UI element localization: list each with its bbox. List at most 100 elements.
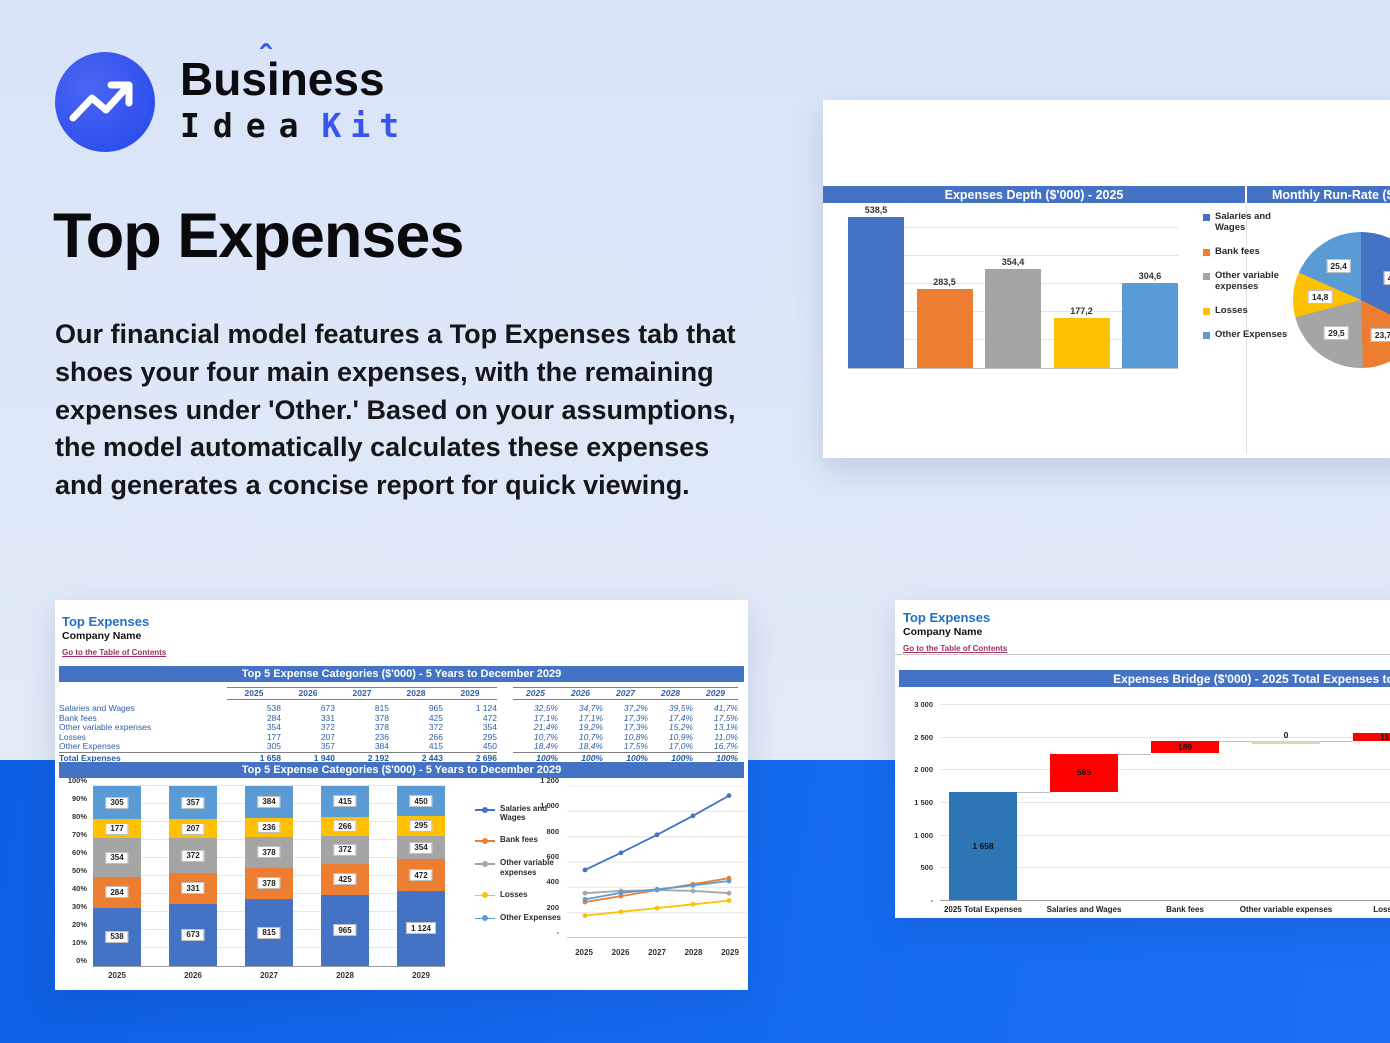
pie-slice-label: 25,4 [1326, 258, 1351, 273]
legend-marker [475, 914, 495, 923]
stacked-chart-x-axis: 2025 2026 2027 2028 2029 [93, 971, 445, 980]
connector-line [1320, 741, 1353, 743]
stacked-column: 1 124 472 354 295 450 [397, 786, 445, 966]
stacked-segment: 357 [169, 785, 217, 820]
segment-value-label: 384 [257, 795, 281, 808]
legend-item: Other Expenses [1203, 329, 1333, 341]
x-axis-label: 2027 [648, 948, 666, 957]
line-chart [567, 786, 747, 938]
pie-slice-label: 44,8 [1383, 271, 1390, 286]
bar-value-label: 177,2 [1070, 306, 1093, 317]
cell-value: 177 [266, 731, 281, 742]
y-tick-label: 500 [920, 863, 933, 873]
page-description: Our financial model features a Top Expen… [55, 319, 736, 501]
expenses-depth-bar-chart: 538,5 283,5 354,4 177,2 304,6 [848, 205, 1178, 369]
year-header: 2025 [513, 687, 558, 700]
sheet-title: Top Expenses [903, 610, 991, 625]
stacked-segment: 295 [397, 816, 445, 836]
y-tick-label: 1 000 [914, 830, 933, 840]
legend-label: Losses [1215, 304, 1248, 316]
cell-value: 538 [266, 703, 281, 713]
waterfall-bar [1353, 733, 1390, 742]
y-tick-label: 3 000 [914, 700, 933, 709]
data-point [654, 905, 660, 911]
y-tick-label: - [556, 927, 560, 937]
cell-percent: 15,2% [668, 722, 693, 732]
cell-value: 372 [320, 722, 335, 732]
table-row: Bank fees 284 331 378 425 472 17,1% 17,1% 17,3% 1… [59, 712, 744, 724]
cell-percent: 17,4% [668, 712, 693, 723]
bar-value-label: 283,5 [933, 276, 956, 287]
legend-item: Salaries and Wages [475, 804, 561, 822]
segment-value-label: 207 [181, 822, 205, 835]
stacked-segment: 372 [321, 836, 369, 864]
y-tick-label: 100% [67, 776, 87, 785]
data-point [582, 897, 588, 902]
y-tick-label: 30% [71, 902, 87, 911]
table-row: Other Expenses 305 357 384 415 450 18,4% 18,4% 1… [59, 741, 744, 752]
bar [985, 268, 1041, 368]
divider [895, 654, 1390, 655]
cell-value: 425 [428, 712, 443, 723]
segment-value-label: 357 [181, 796, 205, 809]
data-point [582, 890, 588, 896]
legend-label: Bank fees [1215, 245, 1260, 257]
cell-value: 354 [482, 722, 497, 732]
legend-marker [1203, 331, 1210, 339]
y-tick-label: 40% [71, 884, 87, 893]
legend-label: Bank fees [500, 835, 538, 845]
top5-chart-header: Top 5 Expense Categories ($'000) - 5 Yea… [59, 762, 744, 778]
segment-value-label: 284 [105, 886, 129, 899]
cell-percent: 21,4% [533, 722, 558, 732]
segment-value-label: 378 [257, 846, 281, 859]
gridline [940, 769, 1390, 771]
legend-item: Other variable expenses [475, 858, 561, 877]
cell-value: 236 [374, 731, 389, 742]
cell-value: 472 [482, 712, 497, 723]
cell-percent: 39,5% [668, 703, 693, 713]
cell-value: 266 [428, 731, 443, 742]
stacked-segment: 378 [245, 867, 293, 900]
brand-logo [55, 52, 155, 152]
sheet-title: Top Expenses [62, 614, 150, 629]
stacked-segment: 965 [321, 894, 369, 966]
data-point [726, 890, 732, 896]
stacked-column: 538 284 354 177 305 [93, 786, 141, 966]
cell-percent: 10,8% [623, 731, 648, 742]
stacked-column: 965 425 372 266 415 [321, 786, 369, 966]
cell-value: 1 124 [475, 703, 497, 713]
waterfall-bar [949, 791, 1017, 900]
waterfall-value-label: 189 [1177, 741, 1193, 752]
row-label: Bank fees [59, 712, 97, 723]
stacked-segment: 384 [245, 786, 293, 818]
gridline [940, 867, 1390, 869]
segment-value-label: 673 [181, 928, 205, 941]
cell-value: 357 [320, 741, 335, 751]
x-axis-label: 2029 [721, 948, 739, 957]
cell-percent: 41,7% [713, 703, 738, 713]
year-header: 2026 [558, 687, 603, 700]
y-tick-label: 1 500 [914, 798, 933, 807]
bar-value-label: 304,6 [1138, 270, 1162, 281]
stacked-bar-chart: 538 284 354 177 305 673 331 372 207 357 815 378 378 2… [93, 785, 445, 967]
segment-value-label: 354 [105, 851, 129, 864]
cell-percent: 17,1% [533, 712, 558, 723]
table-of-contents-link[interactable]: Go to the Table of Contents [903, 644, 1008, 653]
cell-percent: 17,3% [623, 722, 648, 732]
x-axis-label: Salaries and Wages [1046, 905, 1122, 914]
y-tick-label: 400 [546, 877, 559, 887]
stacked-segment: 305 [93, 786, 141, 820]
data-point [618, 893, 624, 899]
stacked-segment: 177 [93, 819, 141, 839]
data-point [618, 850, 624, 856]
table-of-contents-link[interactable]: Go to the Table of Contents [62, 648, 167, 657]
x-axis-label: 2028 [684, 948, 703, 957]
screenshot-expenses-depth-card: Expenses Depth ($'000) - 2025 Monthly Ru… [823, 100, 1390, 458]
data-point [690, 901, 696, 907]
y-tick-label: 80% [71, 812, 87, 821]
legend-item: Salaries and Wages [1203, 211, 1333, 234]
year-header: 2027 [335, 687, 389, 700]
connector-line [1219, 741, 1252, 743]
bar [916, 288, 973, 368]
